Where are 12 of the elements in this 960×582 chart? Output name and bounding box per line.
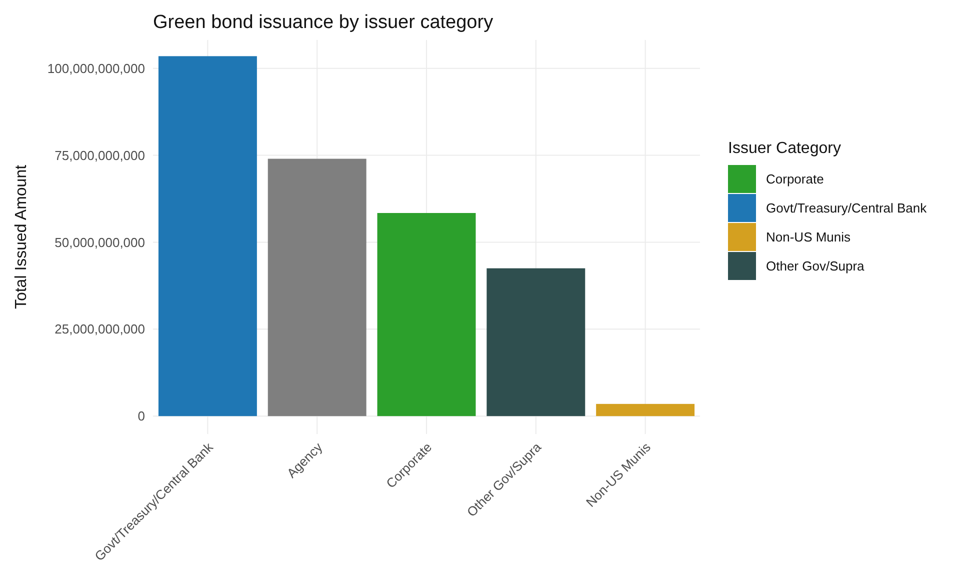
y-tick-label: 75,000,000,000	[54, 148, 145, 163]
y-tick-label: 100,000,000,000	[47, 60, 145, 76]
legend-label: Non-US Munis	[766, 230, 852, 245]
y-tick-label: 0	[138, 408, 145, 424]
legend-label: Govt/Treasury/Central Bank	[766, 200, 928, 216]
legend-label: Corporate	[766, 172, 824, 187]
chart-title: Green bond issuance by issuer category	[153, 12, 494, 33]
y-tick-label: 25,000,000,000	[54, 322, 145, 337]
legend-title: Issuer Category	[728, 140, 841, 157]
y-tick-label: 50,000,000,000	[54, 234, 145, 250]
legend-label: Other Gov/Supra	[766, 258, 866, 274]
y-axis-title: Total Issued Amount	[13, 164, 30, 310]
